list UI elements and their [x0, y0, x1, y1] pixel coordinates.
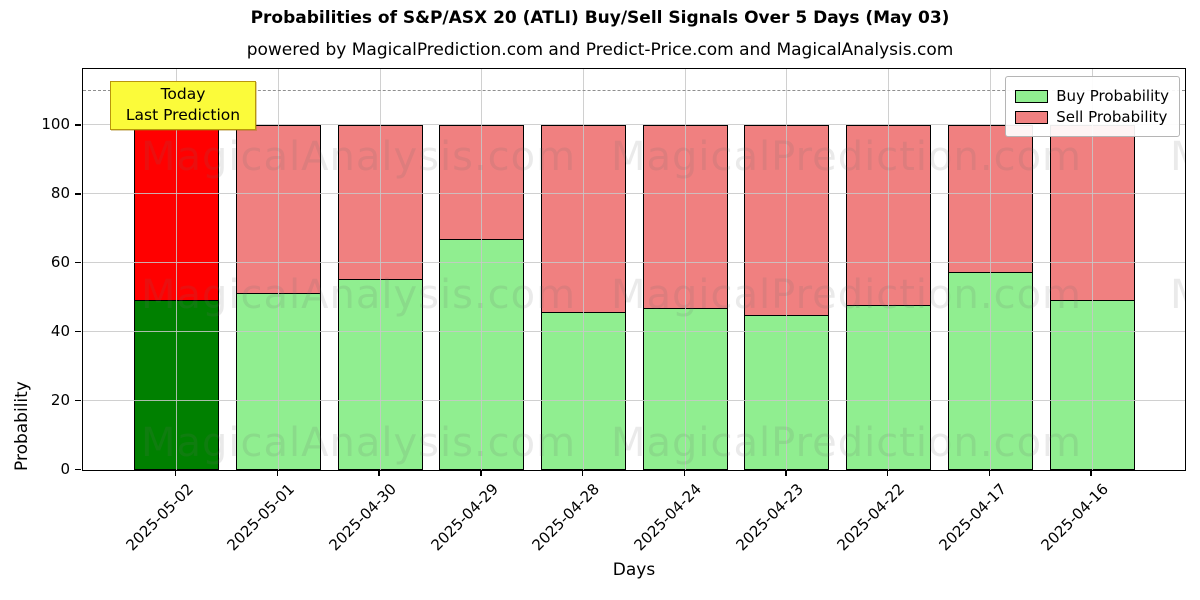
y-tick-label: 100: [41, 115, 70, 134]
x-tick-label: 2025-04-24: [630, 480, 705, 555]
buy-segment: [642, 307, 728, 470]
sell-segment: [235, 125, 321, 294]
y-tick-mark: [75, 262, 81, 264]
sell-segment: [541, 125, 627, 313]
buy-segment: [541, 311, 627, 470]
x-tick-label: 2025-04-30: [325, 480, 400, 555]
y-tick-mark: [75, 400, 81, 402]
buy-segment: [134, 299, 220, 470]
x-tick-label: 2025-05-02: [122, 480, 197, 555]
sell-segment: [337, 125, 423, 281]
x-tick-label: 2025-04-29: [427, 480, 502, 555]
chart-title: Probabilities of S&P/ASX 20 (ATLI) Buy/S…: [250, 8, 950, 28]
bar-2025-04-30: [337, 70, 423, 470]
legend: Buy Probability Sell Probability: [1005, 76, 1180, 137]
buy-segment: [846, 304, 932, 470]
x-tick-label: 2025-04-16: [1037, 480, 1112, 555]
sell-segment: [744, 125, 830, 317]
sell-segment: [846, 125, 932, 306]
x-tick-mark: [175, 471, 177, 476]
legend-swatch-buy: [1015, 89, 1049, 103]
bar-2025-04-23: [744, 70, 830, 470]
x-tick-mark: [480, 471, 482, 476]
x-tick-mark: [378, 471, 380, 476]
x-tick-label: 2025-04-17: [935, 480, 1011, 555]
legend-label: Sell Probability: [1056, 108, 1168, 126]
buy-segment: [1049, 299, 1135, 470]
chart-subtitle: powered by MagicalPrediction.com and Pre…: [246, 40, 954, 60]
bar-2025-05-01: [235, 70, 321, 470]
buy-segment: [337, 278, 423, 470]
annotation-line-2: Last Prediction: [125, 106, 241, 125]
y-tick-mark: [75, 469, 81, 471]
x-tick-mark: [988, 471, 990, 476]
x-tick-mark: [581, 471, 584, 476]
y-tick-label: 40: [50, 322, 70, 341]
x-tick-label: 2025-05-01: [223, 480, 299, 555]
buy-segment: [439, 238, 525, 470]
x-tick-mark: [785, 471, 787, 476]
y-tick-label: 0: [60, 460, 70, 478]
buy-segment: [744, 314, 830, 470]
x-axis-title: Days: [612, 560, 656, 580]
buy-segment: [947, 271, 1033, 470]
sell-segment: [134, 125, 220, 301]
x-tick-label: 2025-04-22: [833, 480, 909, 555]
plot-area: Today Last Prediction Buy Probability Sel…: [82, 68, 1186, 471]
legend-item: Buy Probability: [1015, 87, 1169, 105]
legend-label: Buy Probability: [1056, 87, 1169, 105]
x-tick-label: 2025-04-23: [732, 480, 807, 555]
buy-segment: [235, 292, 321, 470]
annotation-line-1: Today: [160, 85, 206, 103]
sell-segment: [642, 125, 728, 310]
x-tick-mark: [683, 471, 685, 476]
y-tick-mark: [75, 193, 81, 195]
legend-swatch-sell: [1015, 110, 1049, 124]
x-tick-mark: [1090, 471, 1092, 476]
bar-2025-04-24: [642, 70, 728, 470]
sell-segment: [947, 125, 1033, 274]
bar-2025-04-29: [439, 70, 525, 470]
annotation-today-box: Today Last Prediction: [110, 81, 256, 130]
bar-2025-05-02: [134, 70, 220, 470]
y-tick-mark: [75, 331, 81, 333]
y-tick-label: 60: [50, 253, 70, 272]
legend-item: Sell Probability: [1015, 108, 1169, 126]
y-tick-label: 20: [50, 391, 70, 410]
bar-2025-04-22: [846, 70, 932, 470]
x-tick-mark: [886, 471, 889, 476]
sell-segment: [1049, 125, 1135, 301]
sell-segment: [439, 125, 525, 241]
bar-2025-04-28: [541, 70, 627, 470]
x-tick-label: 2025-04-28: [528, 480, 604, 555]
x-tick-mark: [276, 471, 279, 476]
y-tick-mark: [75, 124, 81, 126]
watermark-text: M: [1170, 134, 1185, 180]
y-tick-label: 80: [50, 184, 70, 203]
watermark-text: M: [1170, 272, 1185, 318]
